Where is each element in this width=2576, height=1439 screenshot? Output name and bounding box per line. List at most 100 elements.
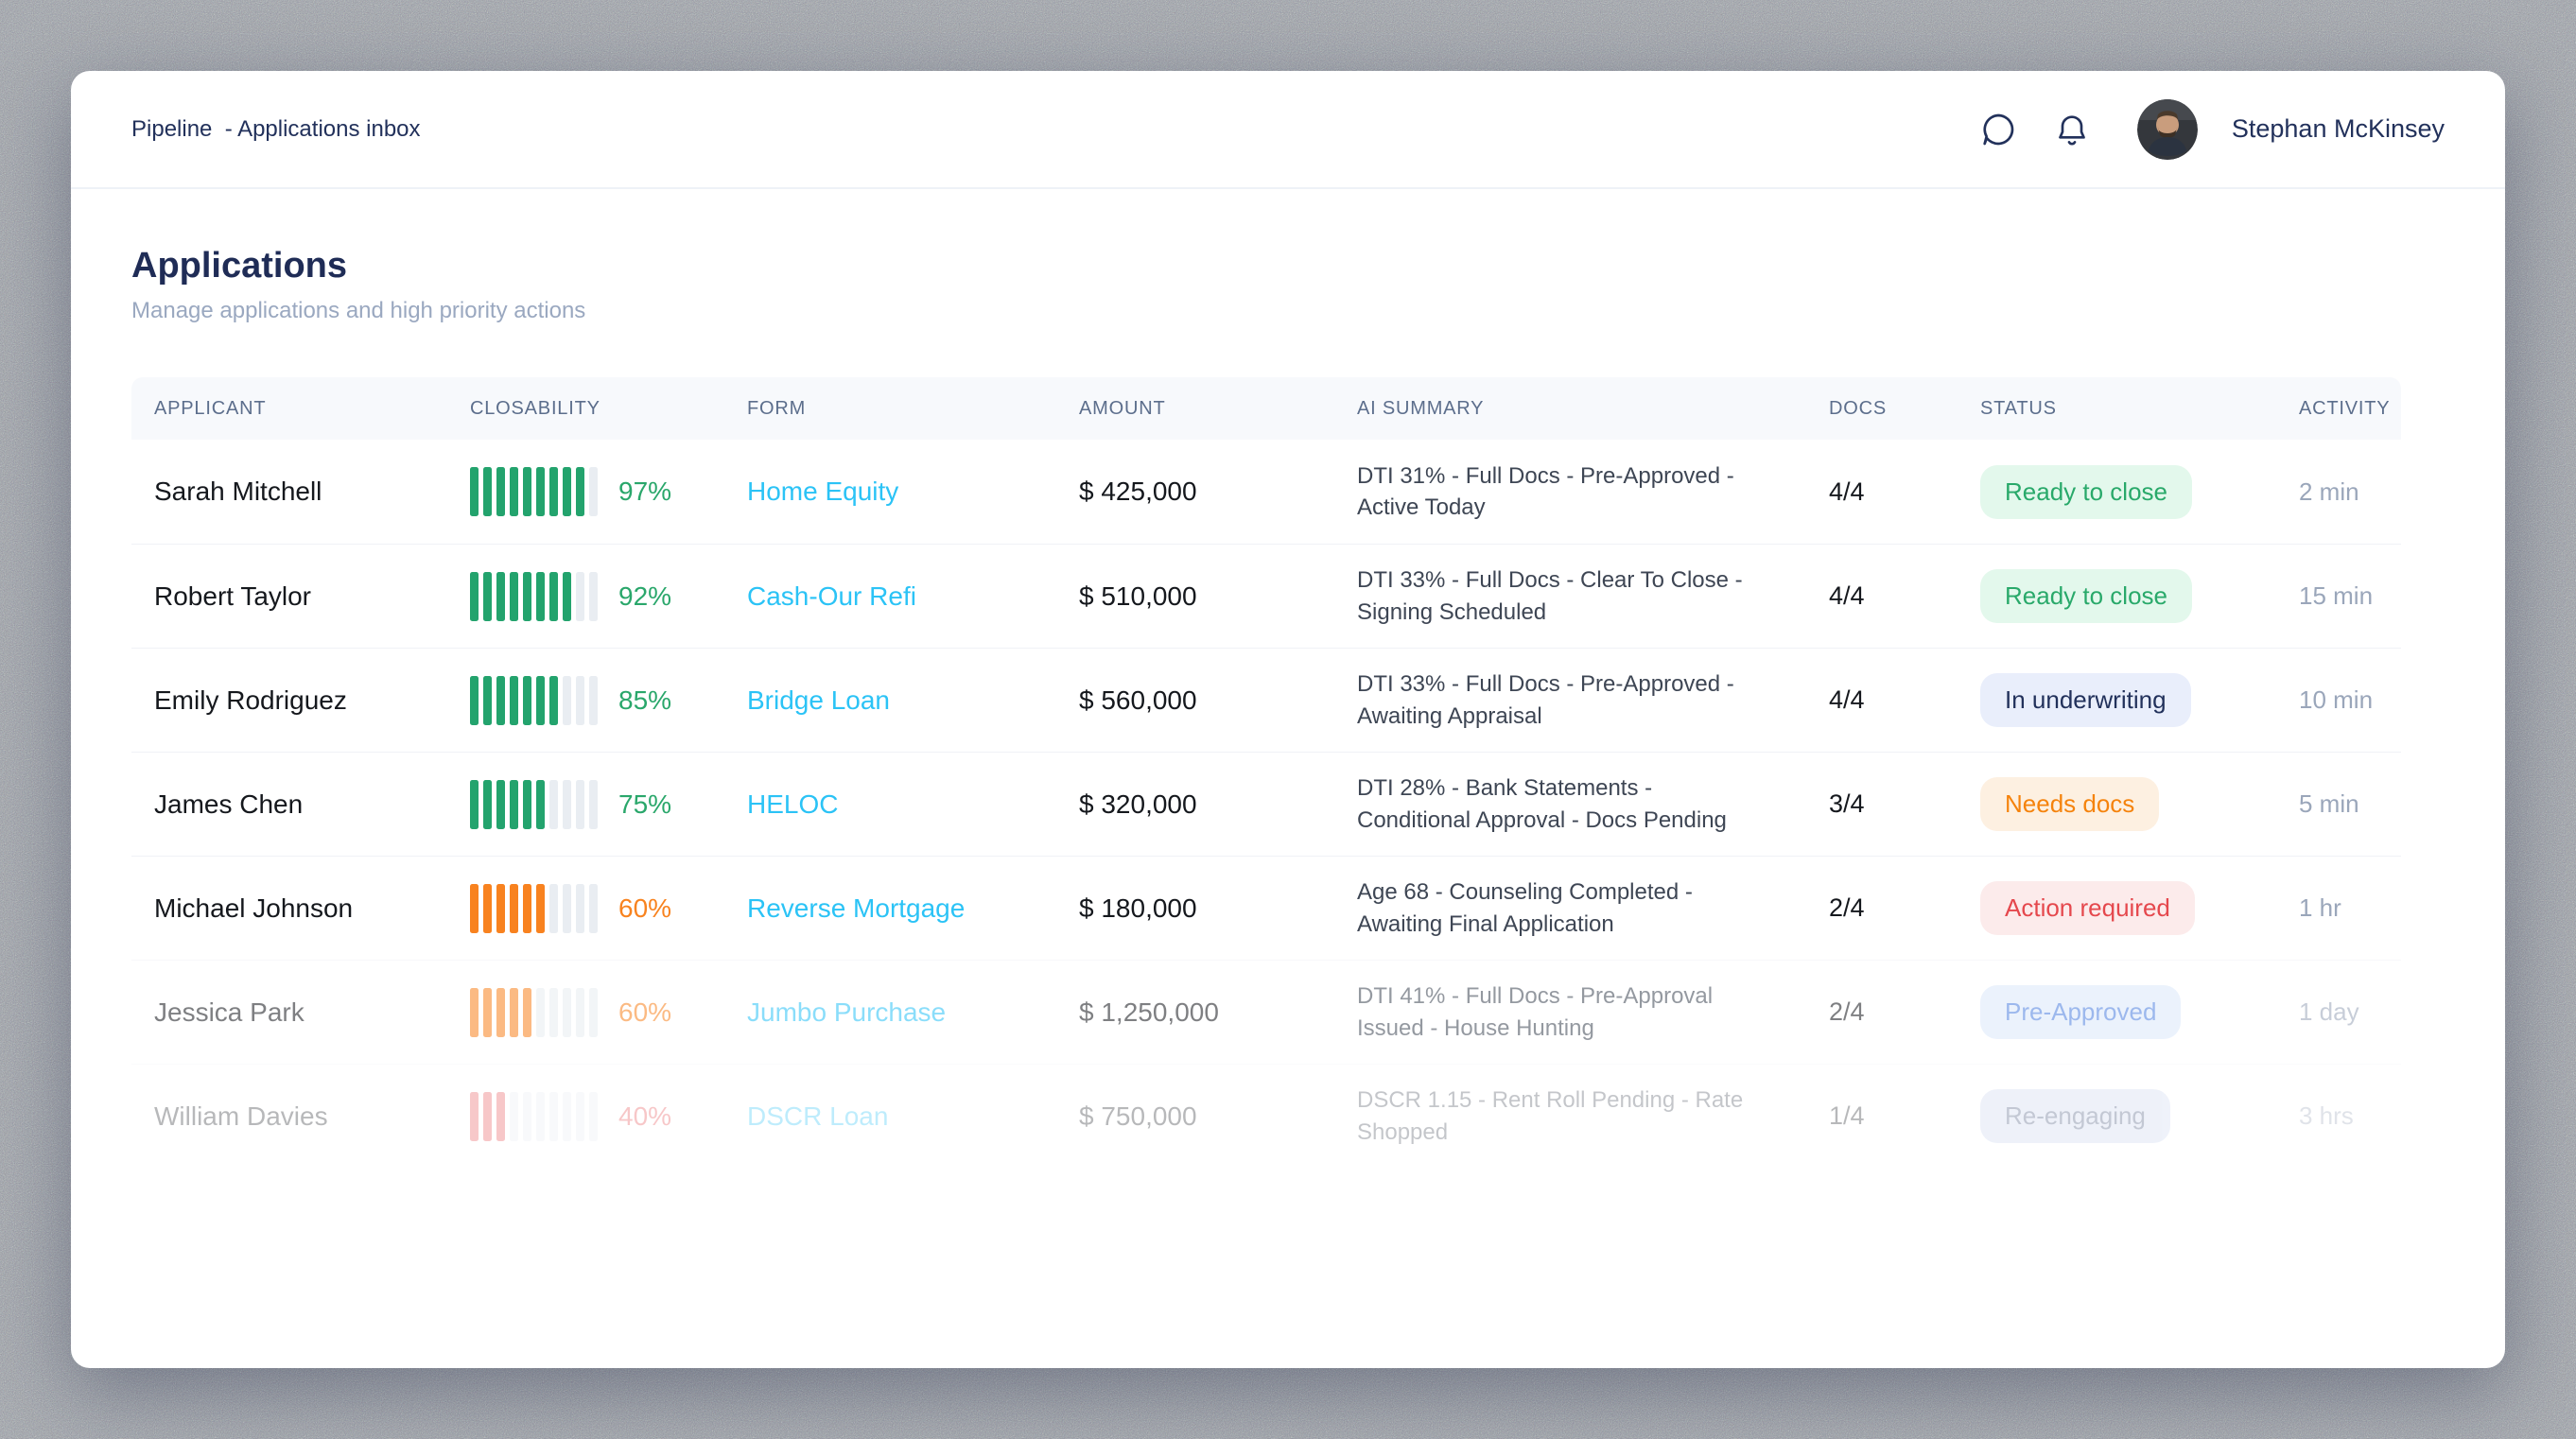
activity-time: 3 hrs [2299,1101,2354,1130]
activity-cell: 15 min [2299,581,2401,611]
applicant-cell: Jessica Park [154,997,470,1028]
amount-cell: $ 510,000 [1079,581,1357,612]
status-badge[interactable]: Action required [1980,881,2195,935]
meter-bar-filled [496,675,505,725]
form-link[interactable]: Cash-Our Refi [747,581,916,611]
form-cell: Home Equity [747,477,1079,507]
top-bar: Pipeline - Applications inbox [71,71,2505,189]
breadcrumb[interactable]: Pipeline - Applications inbox [131,115,421,142]
meter-bar-empty [563,779,571,829]
ai-summary-cell: Age 68 - Counseling Completed - Awaiting… [1357,863,1829,952]
meter-bar-filled [523,883,531,933]
meter-bar-empty [549,987,558,1037]
docs-count: 4/4 [1829,685,1865,714]
table-row[interactable]: Sarah Mitchell 97% Home Equity $ 425,000 DTI… [131,440,2401,544]
meter-bar-empty [563,883,571,933]
status-cell: Needs docs [1980,777,2299,831]
meter-bar-empty [563,1091,571,1141]
table-row[interactable]: Michael Johnson 60% Reverse Mortgage $ 180,… [131,856,2401,960]
meter-bar-empty [589,987,598,1037]
meter-bar-filled [470,883,479,933]
meter-bar-filled [536,467,545,516]
amount-cell: $ 180,000 [1079,893,1357,924]
ai-summary-text: DTI 31% - Full Docs - Pre-Approved - Act… [1357,462,1734,520]
form-link[interactable]: Bridge Loan [747,685,891,715]
meter-bar-empty [549,1091,558,1141]
meter-bar-empty [549,883,558,933]
activity-time: 10 min [2299,685,2374,714]
docs-cell: 2/4 [1829,997,1980,1027]
meter-bar-filled [470,987,479,1037]
ai-summary-cell: DTI 41% - Full Docs - Pre-Approval Issue… [1357,967,1829,1056]
applicant-cell: Sarah Mitchell [154,477,470,507]
form-link[interactable]: Reverse Mortgage [747,893,966,923]
docs-count: 3/4 [1829,789,1865,818]
table-row[interactable]: Emily Rodriguez 85% Bridge Loan $ 560,000 DT… [131,648,2401,752]
form-cell: Cash-Our Refi [747,581,1079,612]
meter-bar-filled [483,571,492,621]
table-row[interactable]: William Davies 40% DSCR Loan $ 750,000 DSCR … [131,1064,2401,1168]
ai-summary-text: DTI 33% - Full Docs - Clear To Close - S… [1357,567,1743,625]
meter-bar-filled [470,675,479,725]
meter-bar-filled [549,675,558,725]
meter-bar-filled [483,987,492,1037]
page-header: Applications Manage applications and hig… [71,189,2505,324]
docs-count: 4/4 [1829,477,1865,506]
meter-bar-filled [510,571,518,621]
ai-summary-text: Age 68 - Counseling Completed - Awaiting… [1357,879,1693,937]
meter-bar-empty [576,987,584,1037]
closability-cell: 92% [470,571,747,621]
col-header-form: Form [747,397,807,419]
meter-bar-filled [483,883,492,933]
status-badge[interactable]: Re-engaging [1980,1089,2170,1143]
form-link[interactable]: HELOC [747,789,839,819]
meter-bar-empty [563,987,571,1037]
activity-time: 15 min [2299,581,2374,610]
meter-bar-filled [496,779,505,829]
col-header-ai-summary: AI Summary [1357,397,1485,419]
applicant-name: Sarah Mitchell [154,477,322,506]
meter-bar-filled [510,987,518,1037]
activity-cell: 1 hr [2299,893,2401,923]
notification-bell-icon[interactable] [2052,110,2092,149]
meter-bar-filled [576,467,584,516]
table-row[interactable]: Jessica Park 60% Jumbo Purchase $ 1,250,000… [131,960,2401,1064]
closability-meter [470,675,598,725]
amount-cell: $ 425,000 [1079,477,1357,507]
status-cell: Ready to close [1980,464,2299,519]
status-cell: Re-engaging [1980,1089,2299,1143]
meter-bar-empty [563,675,571,725]
docs-cell: 2/4 [1829,893,1980,923]
status-cell: Ready to close [1980,569,2299,623]
amount-cell: $ 320,000 [1079,789,1357,820]
activity-time: 5 min [2299,789,2359,818]
status-badge[interactable]: Pre-Approved [1980,985,2182,1039]
meter-bar-filled [536,883,545,933]
ai-summary-text: DSCR 1.15 - Rent Roll Pending - Rate Sho… [1357,1087,1744,1145]
status-badge[interactable]: Needs docs [1980,777,2160,831]
meter-bar-filled [496,467,505,516]
table-row[interactable]: Robert Taylor 92% Cash-Our Refi $ 510,000 DT… [131,544,2401,648]
form-link[interactable]: Home Equity [747,477,899,506]
meter-bar-empty [576,883,584,933]
applicant-name: William Davies [154,1101,328,1131]
status-badge[interactable]: Ready to close [1980,569,2192,623]
status-badge[interactable]: In underwriting [1980,673,2191,727]
amount-value: $ 1,250,000 [1079,997,1219,1027]
table-row[interactable]: James Chen 75% HELOC $ 320,000 DTI 28% - Ban… [131,752,2401,856]
meter-bar-filled [523,467,531,516]
applicant-cell: William Davies [154,1101,470,1132]
chat-bubble-icon[interactable] [1978,110,2018,149]
form-link[interactable]: DSCR Loan [747,1101,889,1131]
user-name[interactable]: Stephan McKinsey [2231,114,2445,143]
closability-percent: 60% [618,997,672,1027]
col-header-closability: Closability [470,397,600,419]
ai-summary-text: DTI 28% - Bank Statements - Conditional … [1357,775,1727,833]
user-avatar[interactable] [2136,98,2198,160]
closability-meter [470,1091,598,1141]
meter-bar-empty [536,987,545,1037]
status-badge[interactable]: Ready to close [1980,464,2192,519]
form-link[interactable]: Jumbo Purchase [747,997,947,1027]
col-header-activity: Activity [2299,397,2391,419]
amount-cell: $ 560,000 [1079,685,1357,716]
